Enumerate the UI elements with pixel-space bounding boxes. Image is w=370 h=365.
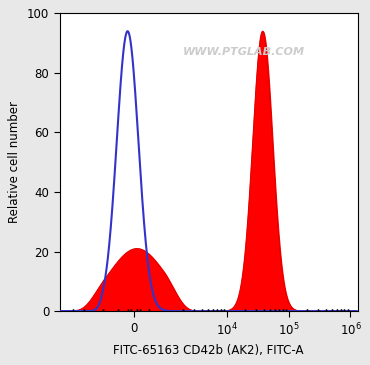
X-axis label: FITC-65163 CD42b (AK2), FITC-A: FITC-65163 CD42b (AK2), FITC-A [113,344,304,357]
Text: WWW.PTGLAB.COM: WWW.PTGLAB.COM [183,47,305,57]
Y-axis label: Relative cell number: Relative cell number [9,101,21,223]
